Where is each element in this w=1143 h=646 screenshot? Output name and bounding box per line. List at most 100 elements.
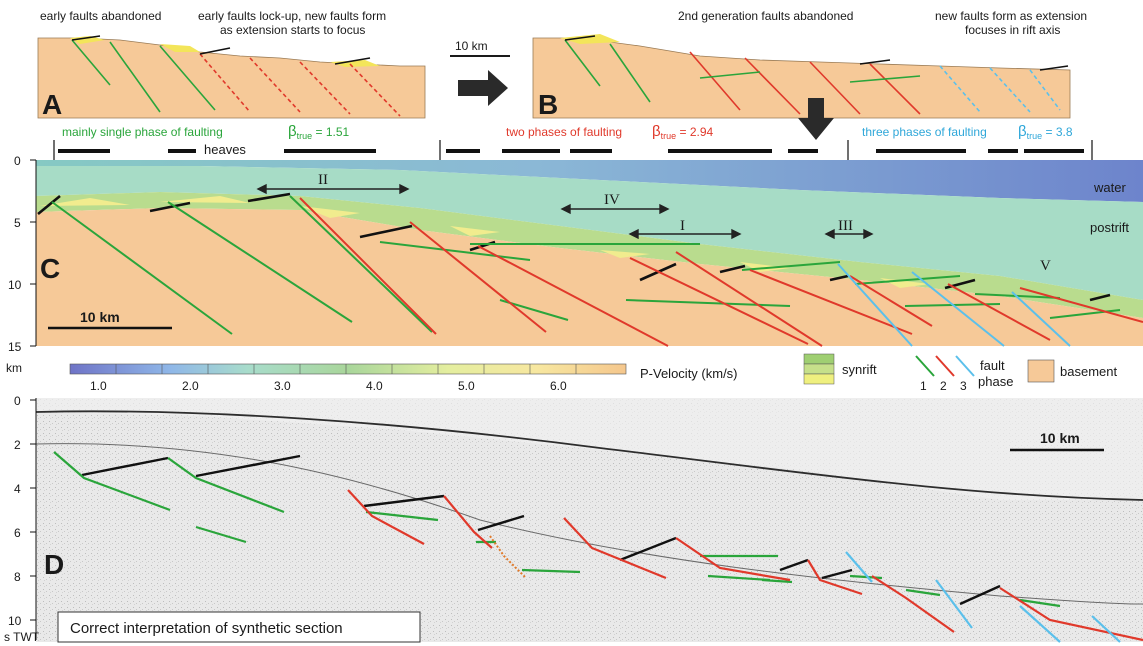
top-scale-label: 10 km <box>455 39 488 53</box>
roman-label-ii: II <box>318 172 328 188</box>
panel-d: D 10 km 0 2 4 6 8 10 s TWT Correct inter… <box>4 394 1143 644</box>
velocity-tick-3: 3.0 <box>274 379 291 393</box>
fault-number-2: 2 <box>940 379 947 393</box>
panel-a-synrift-3 <box>330 60 380 67</box>
fault-phase-legend <box>915 355 975 377</box>
velocity-tick-6: 6.0 <box>550 379 567 393</box>
fault-number-3: 3 <box>960 379 967 393</box>
panel-a-label-right-1: early faults lock-up, new faults form <box>198 9 386 23</box>
panel-c-water-column <box>36 160 1143 202</box>
twt-tick-0: 0 <box>14 394 21 408</box>
twt-tick-10: 10 <box>8 614 22 628</box>
seismic-water-layer <box>36 398 1143 500</box>
panel-c-roman-arrows <box>256 183 874 240</box>
heaves-label: heaves <box>204 142 246 157</box>
water-label: water <box>1093 180 1126 195</box>
panel-a-synrift-2 <box>160 44 200 52</box>
panel-d-scale-bar: 10 km <box>1010 430 1104 452</box>
down-arrow-icon <box>798 98 834 140</box>
depth-tick-0: 0 <box>14 154 21 168</box>
caption-box <box>57 611 421 643</box>
synrift-swatch <box>803 353 835 385</box>
panel-a: early faults abandoned early faults lock… <box>37 9 426 120</box>
twt-tick-4: 4 <box>14 482 21 496</box>
panel-b: 2nd generation faults abandoned new faul… <box>532 9 1087 140</box>
velocity-tick-5: 5.0 <box>458 379 475 393</box>
fault-phase-2-swatch <box>935 355 955 377</box>
panel-d-green-faults <box>53 451 1061 608</box>
panel-c-synrift-wedges <box>36 192 1143 318</box>
panel-d-black-faults <box>81 454 1001 606</box>
panel-d-scale-label: 10 km <box>1040 430 1080 446</box>
twt-unit: s TWT <box>4 630 40 644</box>
panel-a-label-left: early faults abandoned <box>40 9 161 23</box>
panel-b-letter: B <box>538 89 558 120</box>
velocity-title: P-Velocity (km/s) <box>640 366 738 381</box>
roman-label-iii: III <box>838 218 853 234</box>
depth-unit: km <box>6 361 22 375</box>
basement-label: basement <box>1060 364 1117 379</box>
panel-a-letter: A <box>42 89 62 120</box>
panel-a-faults <box>71 35 401 117</box>
panel-d-red-faults <box>347 489 1143 642</box>
panel-c-letter: C <box>40 253 60 284</box>
panel-a-basement <box>37 37 426 119</box>
phase-three-beta: βtrue = 3.8 <box>1018 123 1073 141</box>
fault-label-1: fault <box>980 358 1005 373</box>
top-scale: 10 km <box>450 39 510 106</box>
roman-label-v: V <box>1040 258 1051 274</box>
velocity-tick-4: 4.0 <box>366 379 383 393</box>
phase-single-label: mainly single phase of faulting <box>62 125 223 139</box>
twt-tick-8: 8 <box>14 570 21 584</box>
panel-c-blue-faults <box>837 263 1071 347</box>
panel-b-faults <box>564 35 1069 115</box>
panel-d-twt-axis: 0 2 4 6 8 10 s TWT <box>4 394 40 644</box>
top-synrift-reflector <box>35 443 1143 605</box>
phase-two-beta: βtrue = 2.94 <box>652 123 714 141</box>
panel-c-red-faults <box>299 197 1143 347</box>
panel-a-label-right-2: as extension starts to focus <box>220 23 365 37</box>
velocity-tick-2: 2.0 <box>182 379 199 393</box>
legend: 1.0 2.0 3.0 4.0 5.0 6.0 P-Velocity (km/s… <box>69 353 1117 393</box>
fault-number-1: 1 <box>920 379 927 393</box>
panel-b-basement <box>532 37 1071 119</box>
panel-b-label-left: 2nd generation faults abandoned <box>678 9 853 23</box>
roman-label-i: I <box>680 218 685 234</box>
panel-c-scale-bar: 10 km <box>48 309 172 330</box>
twt-tick-6: 6 <box>14 526 21 540</box>
panel-c-depth-axis: 0 5 10 15 km <box>6 154 37 375</box>
panel-c: II IV I III V water postrift C 10 km 0 5… <box>6 154 1143 375</box>
synrift-label: synrift <box>842 362 877 377</box>
roman-label-iv: IV <box>604 192 620 208</box>
fault-phase-3-swatch <box>955 355 975 377</box>
panel-c-yellow-wedges <box>40 196 930 288</box>
panel-c-scale-label: 10 km <box>80 309 120 325</box>
twt-tick-2: 2 <box>14 438 21 452</box>
phase-two-label: two phases of faulting <box>506 125 622 139</box>
panel-b-label-right-1: new faults form as extension <box>935 9 1087 23</box>
postrift-label: postrift <box>1090 220 1129 235</box>
phase-single-beta: βtrue = 1.51 <box>288 123 350 141</box>
panel-c-postrift <box>36 166 1143 300</box>
phase-three-label: three phases of faulting <box>862 125 987 139</box>
fault-phase-1-swatch <box>915 355 935 377</box>
velocity-tick-1: 1.0 <box>90 379 107 393</box>
depth-tick-10: 10 <box>8 278 22 292</box>
caption-text: Correct interpretation of synthetic sect… <box>70 620 343 637</box>
panel-b-label-right-2: focuses in rift axis <box>965 23 1060 37</box>
phase-labels: mainly single phase of faulting βtrue = … <box>53 123 1093 162</box>
panel-a-synrift <box>70 36 105 44</box>
fault-label-2: phase <box>978 374 1013 389</box>
panel-d-dotted-fault <box>489 535 527 579</box>
panel-c-basement <box>36 208 1143 346</box>
depth-tick-5: 5 <box>14 216 21 230</box>
panel-c-green-faults <box>51 195 1121 335</box>
panel-d-blue-faults <box>845 551 1121 643</box>
panel-b-synrift <box>560 34 620 44</box>
depth-tick-15: 15 <box>8 340 22 354</box>
velocity-colorbar <box>69 363 627 375</box>
seafloor-reflector <box>35 410 1143 501</box>
right-arrow-icon <box>458 70 508 106</box>
panel-d-letter: D <box>44 549 64 580</box>
